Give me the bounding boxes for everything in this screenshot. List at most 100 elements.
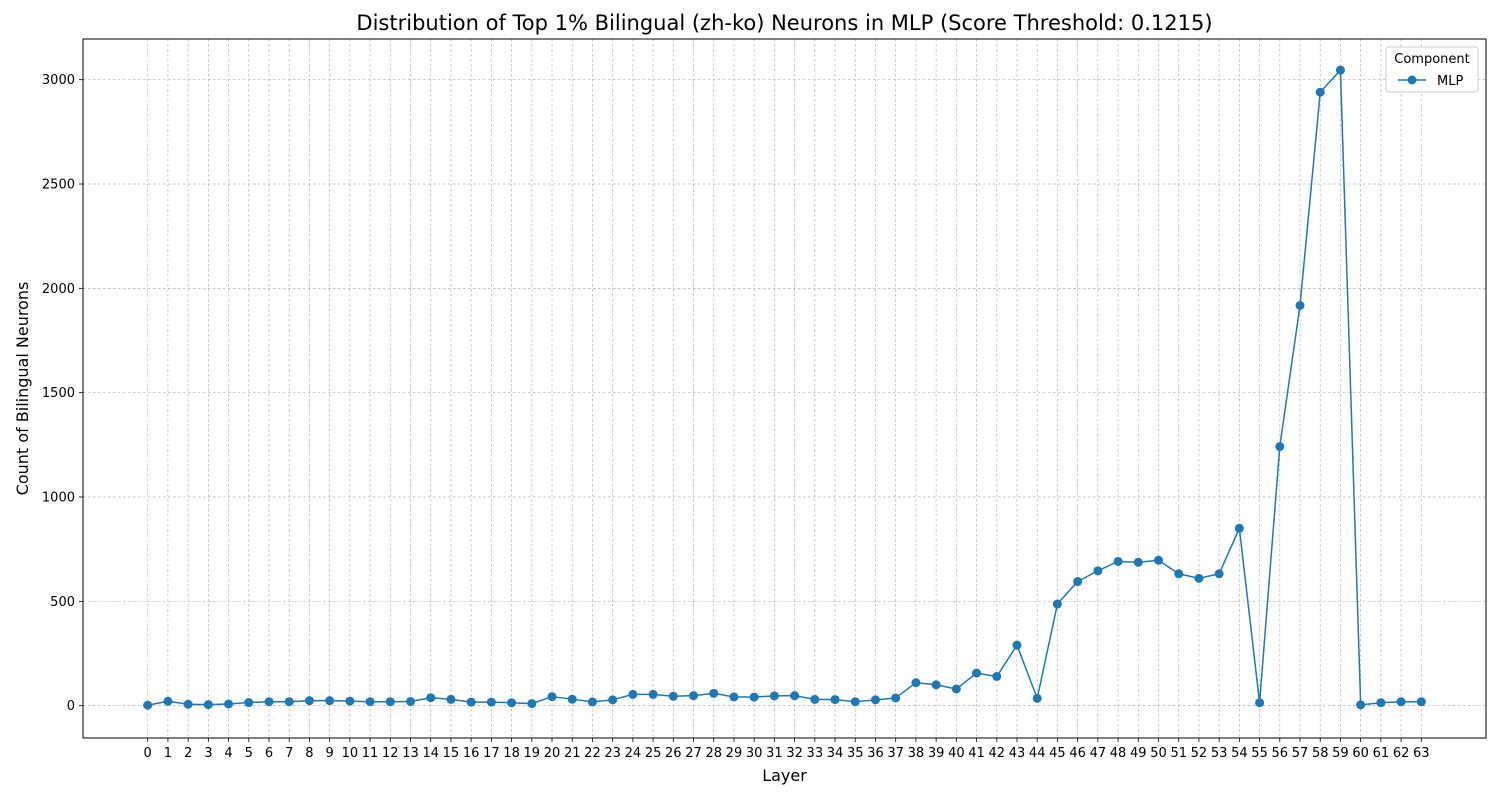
x-tick-label: 25 [645, 746, 662, 761]
data-point [1376, 698, 1386, 708]
data-point [1255, 698, 1265, 708]
y-tick-label: 0 [67, 699, 75, 714]
x-tick-label: 58 [1312, 746, 1329, 761]
chart-title: Distribution of Top 1% Bilingual (zh-ko)… [356, 11, 1212, 35]
x-tick-label: 17 [483, 746, 500, 761]
x-tick-label: 19 [524, 746, 541, 761]
data-point [628, 689, 638, 699]
x-tick-label: 11 [362, 746, 379, 761]
y-tick-label: 500 [50, 595, 75, 610]
data-point [850, 697, 860, 707]
x-tick-label: 49 [1130, 746, 1147, 761]
data-point [466, 697, 476, 707]
legend-label-mlp: MLP [1437, 74, 1463, 89]
x-tick-label: 63 [1413, 746, 1430, 761]
data-point [507, 698, 517, 708]
x-tick-label: 32 [786, 746, 803, 761]
x-tick-label: 36 [867, 746, 884, 761]
data-point [931, 680, 941, 690]
legend-marker-mlp [1407, 75, 1417, 85]
x-tick-label: 34 [827, 746, 844, 761]
x-tick-label: 12 [382, 746, 399, 761]
data-point [1214, 569, 1224, 579]
data-point [648, 689, 658, 699]
data-point [1073, 577, 1083, 587]
x-tick-label: 20 [544, 746, 561, 761]
data-point [244, 698, 254, 708]
x-tick-label: 61 [1373, 746, 1390, 761]
data-point [1032, 693, 1042, 703]
legend: Component MLP [1385, 46, 1479, 93]
data-point [1275, 442, 1285, 452]
data-point [426, 693, 436, 703]
data-point [790, 691, 800, 701]
x-tick-label: 8 [305, 746, 313, 761]
data-point [1234, 523, 1244, 533]
data-point [163, 696, 173, 706]
x-tick-label: 42 [988, 746, 1005, 761]
data-point [1194, 573, 1204, 583]
data-point [1012, 640, 1022, 650]
x-tick-label: 59 [1332, 746, 1349, 761]
data-point [1052, 599, 1062, 609]
x-tick-label: 35 [847, 746, 864, 761]
x-axis-ticks: 0 1 2 3 4 5 6 7 8 9 10 11 12 13 14 15 16 17 18 19 20 21 22 23 24… [144, 738, 1430, 761]
data-point [608, 695, 618, 705]
data-point [911, 678, 921, 688]
x-tick-label: 22 [584, 746, 601, 761]
data-point [325, 696, 335, 706]
data-point [1113, 556, 1123, 566]
x-tick-label: 62 [1393, 746, 1410, 761]
y-tick-label: 1000 [42, 491, 75, 506]
x-tick-label: 29 [726, 746, 743, 761]
data-point [587, 697, 597, 707]
data-point [689, 691, 699, 701]
data-point [992, 671, 1002, 681]
x-tick-label: 27 [685, 746, 702, 761]
x-tick-label: 52 [1191, 746, 1208, 761]
data-point [769, 691, 779, 701]
x-tick-label: 21 [564, 746, 581, 761]
x-tick-label: 4 [224, 746, 232, 761]
y-tick-label: 3000 [42, 73, 75, 88]
data-point [1416, 697, 1426, 707]
x-tick-label: 28 [705, 746, 722, 761]
x-tick-label: 0 [144, 746, 152, 761]
x-tick-label: 44 [1029, 746, 1046, 761]
data-point [1174, 569, 1184, 579]
data-point [830, 695, 840, 705]
x-tick-label: 3 [204, 746, 212, 761]
x-tick-label: 53 [1211, 746, 1228, 761]
x-tick-label: 50 [1150, 746, 1167, 761]
plot-area-frame [82, 38, 1487, 739]
x-tick-label: 23 [604, 746, 621, 761]
x-tick-label: 2 [184, 746, 192, 761]
series-mlp [143, 65, 1426, 710]
x-tick-label: 5 [245, 746, 253, 761]
data-point [668, 691, 678, 701]
data-point [143, 700, 153, 710]
data-point [365, 697, 375, 707]
x-tick-label: 40 [948, 746, 965, 761]
x-tick-label: 33 [807, 746, 824, 761]
data-point [406, 696, 416, 706]
data-point [810, 694, 820, 704]
legend-title: Component [1394, 52, 1469, 67]
data-point [709, 688, 719, 698]
x-tick-label: 56 [1272, 746, 1289, 761]
data-point [1315, 87, 1325, 97]
x-tick-label: 31 [766, 746, 783, 761]
x-tick-label: 41 [968, 746, 985, 761]
x-tick-label: 10 [342, 746, 359, 761]
x-tick-label: 57 [1292, 746, 1309, 761]
x-tick-label: 9 [325, 746, 333, 761]
x-tick-label: 48 [1110, 746, 1127, 761]
data-point [729, 692, 739, 702]
x-tick-label: 46 [1069, 746, 1086, 761]
x-tick-label: 14 [422, 746, 439, 761]
x-tick-label: 47 [1090, 746, 1107, 761]
x-tick-label: 51 [1170, 746, 1187, 761]
data-point [345, 696, 355, 706]
x-tick-label: 39 [928, 746, 945, 761]
